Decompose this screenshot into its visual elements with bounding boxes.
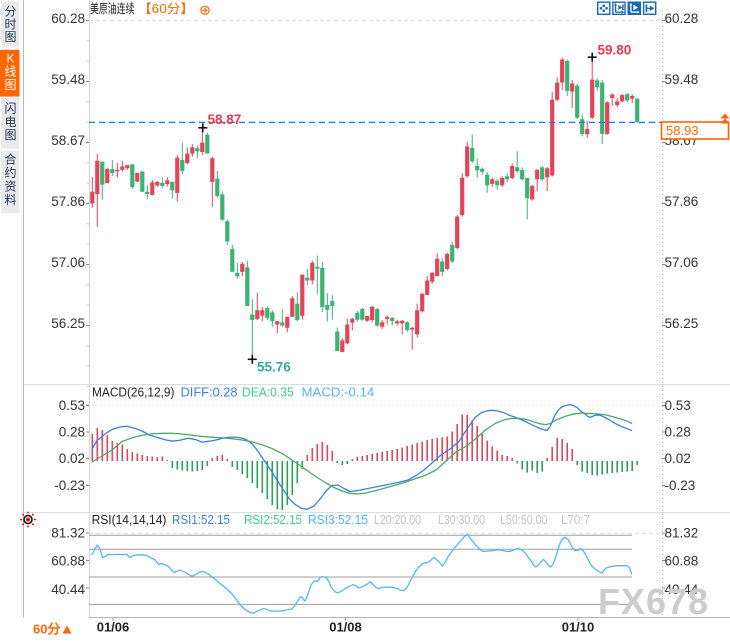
svg-text:DIFF:0.28: DIFF:0.28 bbox=[181, 385, 238, 400]
svg-text:59.48: 59.48 bbox=[51, 72, 85, 87]
svg-text:线: 线 bbox=[4, 65, 16, 79]
svg-text:L30:30.00: L30:30.00 bbox=[438, 512, 485, 527]
svg-text:0.02: 0.02 bbox=[665, 451, 691, 466]
svg-text:57.86: 57.86 bbox=[51, 194, 85, 209]
svg-text:01/06: 01/06 bbox=[97, 620, 130, 635]
svg-text:MACD:-0.14: MACD:-0.14 bbox=[302, 385, 375, 400]
svg-text:01/10: 01/10 bbox=[562, 620, 595, 635]
svg-text:图: 图 bbox=[4, 128, 16, 142]
svg-text:电: 电 bbox=[4, 115, 16, 129]
svg-text:40.44: 40.44 bbox=[665, 582, 699, 597]
svg-text:60分: 60分 bbox=[33, 622, 60, 637]
svg-text:FX678: FX678 bbox=[598, 581, 709, 622]
svg-text:0.02: 0.02 bbox=[59, 451, 85, 466]
svg-text:L70:7: L70:7 bbox=[561, 512, 590, 527]
svg-text:0.53: 0.53 bbox=[59, 398, 85, 413]
svg-text:60.28: 60.28 bbox=[665, 11, 699, 26]
svg-text:闪: 闪 bbox=[4, 102, 16, 116]
svg-text:资: 资 bbox=[4, 180, 16, 194]
svg-text:美原油连续: 美原油连续 bbox=[90, 1, 135, 16]
svg-text:L20:20.00: L20:20.00 bbox=[374, 512, 421, 527]
svg-text:RSI2:52.15: RSI2:52.15 bbox=[244, 512, 302, 527]
svg-text:01/08: 01/08 bbox=[329, 620, 362, 635]
svg-text:57.06: 57.06 bbox=[51, 255, 85, 270]
svg-text:-0.23: -0.23 bbox=[54, 478, 85, 493]
svg-text:58.87: 58.87 bbox=[208, 112, 242, 127]
svg-text:81.32: 81.32 bbox=[51, 526, 85, 541]
svg-text:-0.23: -0.23 bbox=[665, 478, 696, 493]
svg-text:图: 图 bbox=[4, 30, 16, 44]
svg-text:0.28: 0.28 bbox=[665, 425, 691, 440]
svg-text:MACD(26,12,9): MACD(26,12,9) bbox=[92, 385, 175, 400]
svg-text:60.28: 60.28 bbox=[51, 11, 85, 26]
svg-text:RSI1:52.15: RSI1:52.15 bbox=[172, 512, 230, 527]
svg-text:60.88: 60.88 bbox=[51, 554, 85, 569]
svg-text:RSI(14,14,14): RSI(14,14,14) bbox=[92, 512, 167, 527]
svg-text:分: 分 bbox=[4, 5, 16, 19]
svg-text:【60分】: 【60分】 bbox=[138, 2, 194, 16]
svg-text:81.32: 81.32 bbox=[665, 526, 699, 541]
svg-text:59.48: 59.48 bbox=[665, 72, 699, 87]
svg-text:0.28: 0.28 bbox=[59, 425, 85, 440]
svg-text:60.88: 60.88 bbox=[665, 554, 699, 569]
svg-text:合: 合 bbox=[4, 152, 16, 167]
svg-text:时: 时 bbox=[4, 17, 16, 31]
svg-text:58.93: 58.93 bbox=[666, 123, 699, 138]
svg-text:约: 约 bbox=[4, 165, 16, 180]
svg-text:57.06: 57.06 bbox=[665, 255, 699, 270]
svg-text:RSI3:52.15: RSI3:52.15 bbox=[308, 512, 368, 527]
svg-text:55.76: 55.76 bbox=[257, 360, 291, 375]
svg-text:L50:50.00: L50:50.00 bbox=[500, 512, 548, 527]
svg-text:59.80: 59.80 bbox=[598, 43, 632, 58]
svg-text:0.53: 0.53 bbox=[665, 398, 691, 413]
svg-text:图: 图 bbox=[4, 78, 16, 92]
svg-text:DEA:0.35: DEA:0.35 bbox=[242, 385, 294, 400]
svg-text:K: K bbox=[6, 52, 14, 66]
svg-text:56.25: 56.25 bbox=[665, 316, 699, 331]
svg-text:40.44: 40.44 bbox=[51, 582, 85, 597]
svg-text:57.86: 57.86 bbox=[665, 194, 699, 209]
svg-text:56.25: 56.25 bbox=[51, 316, 85, 331]
svg-text:料: 料 bbox=[4, 193, 16, 207]
svg-text:58.67: 58.67 bbox=[51, 133, 85, 148]
